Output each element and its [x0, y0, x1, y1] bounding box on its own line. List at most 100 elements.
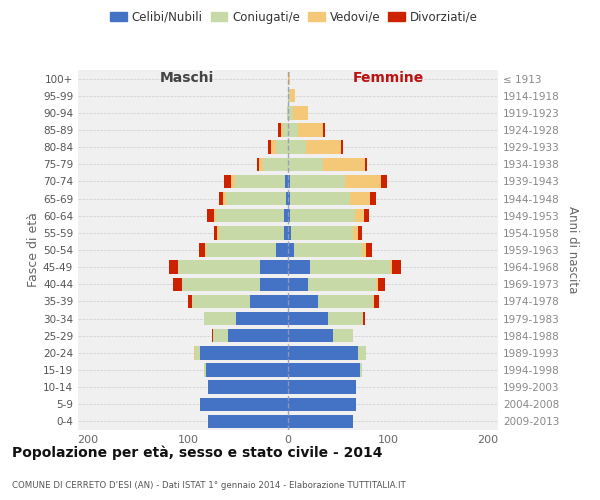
- Bar: [341, 140, 343, 154]
- Bar: [276, 140, 288, 154]
- Bar: [288, 244, 294, 256]
- Bar: [207, 209, 214, 222]
- Bar: [376, 278, 378, 291]
- Bar: [263, 158, 288, 171]
- Bar: [288, 174, 290, 188]
- Bar: [362, 244, 366, 256]
- Bar: [328, 312, 363, 326]
- Bar: [268, 140, 271, 154]
- Bar: [288, 158, 323, 171]
- Bar: [288, 140, 306, 154]
- Bar: [283, 124, 288, 136]
- Bar: [358, 346, 366, 360]
- Bar: [288, 209, 290, 222]
- Bar: [235, 174, 285, 188]
- Bar: [288, 226, 291, 239]
- Text: COMUNE DI CERRETO D'ESI (AN) - Dati ISTAT 1° gennaio 2014 - Elaborazione TUTTITA: COMUNE DI CERRETO D'ESI (AN) - Dati ISTA…: [12, 480, 406, 490]
- Bar: [350, 192, 370, 205]
- Bar: [345, 174, 381, 188]
- Bar: [173, 278, 182, 291]
- Bar: [260, 278, 288, 291]
- Bar: [205, 244, 206, 256]
- Bar: [310, 260, 390, 274]
- Bar: [194, 346, 195, 360]
- Bar: [257, 158, 259, 171]
- Text: Popolazione per età, sesso e stato civile - 2014: Popolazione per età, sesso e stato civil…: [12, 446, 383, 460]
- Bar: [217, 226, 219, 239]
- Text: Maschi: Maschi: [160, 71, 214, 85]
- Bar: [355, 209, 364, 222]
- Bar: [288, 346, 358, 360]
- Bar: [360, 364, 362, 376]
- Bar: [288, 329, 333, 342]
- Bar: [323, 158, 365, 171]
- Bar: [288, 380, 356, 394]
- Bar: [271, 140, 276, 154]
- Bar: [212, 329, 213, 342]
- Bar: [182, 278, 260, 291]
- Bar: [288, 89, 290, 102]
- Bar: [288, 398, 356, 411]
- Bar: [208, 414, 288, 428]
- Bar: [288, 364, 360, 376]
- Bar: [228, 329, 288, 342]
- Bar: [231, 174, 235, 188]
- Bar: [226, 192, 286, 205]
- Text: Femmine: Femmine: [353, 71, 424, 85]
- Bar: [370, 192, 376, 205]
- Bar: [286, 192, 288, 205]
- Bar: [381, 174, 387, 188]
- Bar: [390, 260, 392, 274]
- Bar: [200, 398, 288, 411]
- Bar: [392, 260, 401, 274]
- Bar: [365, 158, 367, 171]
- Bar: [259, 158, 263, 171]
- Bar: [288, 312, 328, 326]
- Bar: [206, 364, 288, 376]
- Bar: [378, 278, 385, 291]
- Bar: [200, 346, 288, 360]
- Bar: [288, 294, 318, 308]
- Legend: Celibi/Nubili, Coniugati/e, Vedovi/e, Divorziati/e: Celibi/Nubili, Coniugati/e, Vedovi/e, Di…: [106, 6, 482, 28]
- Bar: [288, 278, 308, 291]
- Bar: [206, 244, 276, 256]
- Bar: [363, 312, 365, 326]
- Bar: [224, 174, 231, 188]
- Bar: [290, 89, 295, 102]
- Bar: [285, 174, 288, 188]
- Bar: [308, 278, 376, 291]
- Bar: [353, 226, 358, 239]
- Bar: [290, 192, 350, 205]
- Bar: [214, 209, 216, 222]
- Bar: [278, 124, 281, 136]
- Bar: [178, 260, 260, 274]
- Bar: [290, 209, 355, 222]
- Bar: [213, 329, 228, 342]
- Bar: [195, 346, 200, 360]
- Bar: [374, 294, 379, 308]
- Bar: [223, 192, 226, 205]
- Bar: [288, 260, 310, 274]
- Bar: [333, 329, 353, 342]
- Bar: [284, 226, 288, 239]
- Bar: [288, 192, 290, 205]
- Bar: [364, 209, 369, 222]
- Bar: [294, 244, 362, 256]
- Bar: [169, 260, 178, 274]
- Bar: [288, 414, 353, 428]
- Bar: [204, 312, 236, 326]
- Bar: [192, 294, 250, 308]
- Bar: [288, 106, 293, 120]
- Bar: [306, 140, 341, 154]
- Bar: [208, 380, 288, 394]
- Bar: [284, 209, 288, 222]
- Bar: [288, 72, 290, 86]
- Bar: [291, 226, 353, 239]
- Bar: [288, 124, 298, 136]
- Y-axis label: Fasce di età: Fasce di età: [27, 212, 40, 288]
- Bar: [281, 124, 283, 136]
- Bar: [366, 244, 372, 256]
- Bar: [214, 226, 217, 239]
- Bar: [204, 364, 206, 376]
- Bar: [250, 294, 288, 308]
